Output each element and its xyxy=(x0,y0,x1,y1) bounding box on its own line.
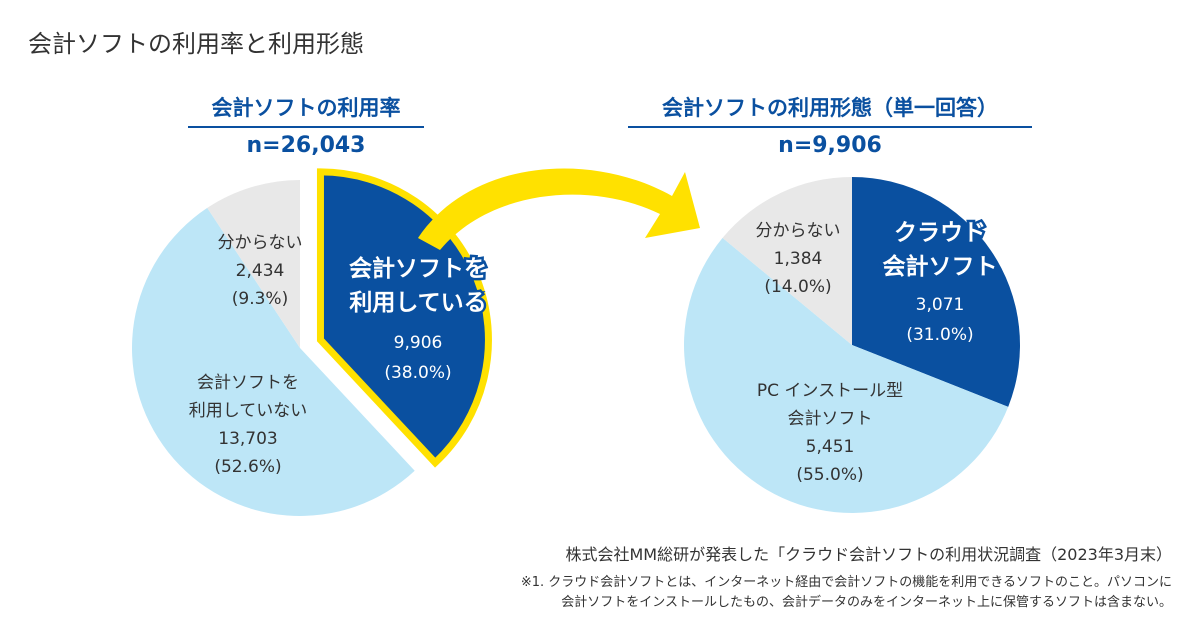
pie-slice xyxy=(131,207,415,517)
left-label-unknown: 分からない 2,434 (9.3%) xyxy=(218,233,303,309)
svg-text:13,703: 13,703 xyxy=(218,429,277,449)
svg-text:利用していない: 利用していない xyxy=(189,401,308,421)
svg-text:(9.3%): (9.3%) xyxy=(232,289,288,309)
right-chart-title: 会計ソフトの利用形態（単一回答） xyxy=(628,92,1032,128)
svg-text:(38.0%): (38.0%) xyxy=(384,363,451,383)
left-chart-title: 会計ソフトの利用率 xyxy=(188,92,424,128)
right-label-pc-install: PC インストール型 会計ソフト 5,451 (55.0%) xyxy=(757,381,903,485)
right-label-cloud: クラウド 会計ソフト 3,071 (31.0%) xyxy=(880,218,1000,346)
source-text: 株式会社MM総研が発表した「クラウド会計ソフトの利用状況調査（2023年3月末） xyxy=(565,545,1172,564)
svg-text:3,071: 3,071 xyxy=(916,295,965,315)
svg-text:分からない: 分からない xyxy=(756,221,841,241)
pie-chart-usage-type xyxy=(684,177,1020,514)
left-label-using: 会計ソフトを 利用している 9,906 (38.0%) xyxy=(347,253,490,384)
right-chart-n: n=9,906 xyxy=(778,133,882,158)
svg-text:2,434: 2,434 xyxy=(236,261,285,281)
svg-text:(31.0%): (31.0%) xyxy=(906,325,973,345)
svg-text:会計ソフトを: 会計ソフトを xyxy=(349,255,487,282)
svg-text:PC インストール型: PC インストール型 xyxy=(757,381,903,401)
svg-text:利用している: 利用している xyxy=(349,290,486,316)
svg-text:分からない: 分からない xyxy=(218,233,303,253)
footnote: ※1. クラウド会計ソフトとは、インターネット経由で会計ソフトの機能を利用できる… xyxy=(521,573,1172,613)
svg-text:(55.0%): (55.0%) xyxy=(796,465,863,485)
svg-text:(14.0%): (14.0%) xyxy=(764,277,831,297)
svg-text:(52.6%): (52.6%) xyxy=(214,457,281,477)
footnote-line: ※1. クラウド会計ソフトとは、インターネット経由で会計ソフトの機能を利用できる… xyxy=(520,575,1172,590)
pie-slice xyxy=(316,168,492,468)
svg-text:9,906: 9,906 xyxy=(394,333,443,353)
svg-text:1,384: 1,384 xyxy=(774,249,823,269)
svg-text:会計ソフト: 会計ソフト xyxy=(788,409,873,429)
pie-slice xyxy=(722,177,852,345)
right-label-unknown: 分からない 1,384 (14.0%) xyxy=(756,221,841,297)
svg-text:5,451: 5,451 xyxy=(806,437,855,457)
left-label-not-using: 会計ソフトを 利用していない 13,703 (52.6%) xyxy=(189,373,308,477)
pie-slice xyxy=(852,177,1020,407)
page-title: 会計ソフトの利用率と利用形態 xyxy=(28,30,364,58)
svg-text:クラウド: クラウド xyxy=(894,220,986,246)
svg-text:会計ソフト: 会計ソフト xyxy=(883,253,998,280)
pie-chart-usage-rate xyxy=(131,168,492,517)
footnote-line: 会計ソフトをインストールしたもの、会計データのみをインターネット上に保管するソフ… xyxy=(561,595,1172,610)
svg-text:会計ソフトを: 会計ソフトを xyxy=(197,373,299,393)
pie-slice xyxy=(684,237,1009,514)
left-chart-n: n=26,043 xyxy=(246,133,366,158)
pie-slice xyxy=(207,180,300,348)
yellow-arrow xyxy=(418,168,700,250)
